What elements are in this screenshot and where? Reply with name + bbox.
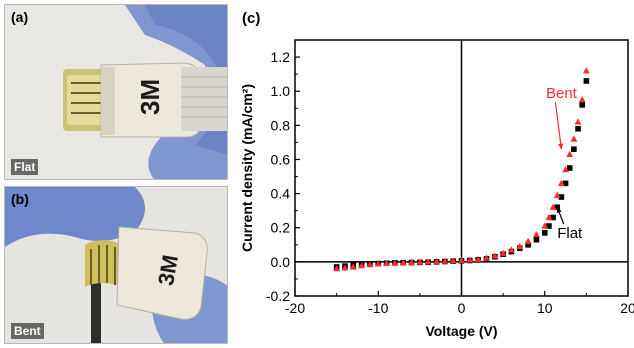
photo-bent-device: 3M (b) Bent [4,186,228,344]
panel-label-a: (a) [11,9,29,25]
data-point-bent [383,259,390,267]
y-tick-label: -0.2 [266,288,290,304]
data-point-flat [541,230,548,236]
photo-flat-device: 3M (a) Flat [4,4,228,180]
data-point-bent [566,150,574,157]
state-label-bent: Bent [11,323,44,339]
data-point-bent [574,118,582,125]
data-point-bent [358,262,365,269]
data-point-bent [399,259,407,266]
data-point-bent [366,260,374,268]
data-point-bent [499,249,507,256]
x-tick-label: -20 [285,300,305,316]
y-tick-label: 0.2 [271,220,291,236]
data-point-bent [516,242,524,250]
data-point-bent [533,230,540,238]
chart-marks [333,67,590,272]
data-point-bent [374,260,382,267]
annotation-arrowhead [558,143,564,150]
x-axis-label: Voltage (V) [425,323,497,339]
data-point-bent [558,179,565,186]
photo-logo-b: 3M [153,253,183,287]
data-point-flat [579,102,586,108]
data-point-bent [545,213,553,221]
data-point-bent [333,265,341,272]
data-point-bent [582,67,590,74]
jv-chart: Voltage (V) Current density (mA/cm²) -20… [239,39,634,339]
data-point-bent [549,203,557,210]
y-tick-label: 0.8 [271,117,291,133]
data-point-bent [474,255,482,262]
photo-logo-a: 3M [135,79,165,115]
data-point-flat [525,242,531,248]
data-point-flat [583,78,590,84]
data-point-bent [458,256,465,264]
y-tick-label: 1.0 [271,83,291,99]
state-label-flat: Flat [11,159,39,175]
y-tick-label: 0.4 [271,186,291,202]
data-point-bent [349,263,357,270]
data-point-bent [433,257,440,265]
data-point-bent [466,256,474,263]
x-tick-label: 10 [537,300,553,316]
data-point-bent [491,252,499,259]
annotation-arrowhead [556,207,562,214]
annotation-bent: Bent [546,85,578,102]
y-tick-label: 0.0 [271,254,291,270]
data-point-bent [449,257,457,264]
panel-label-c: (c) [242,10,261,27]
x-tick-label: 0 [458,300,466,316]
x-tick-label: 20 [620,300,634,316]
data-point-bent [416,258,424,265]
data-point-flat [533,236,540,243]
data-point-flat [558,194,565,200]
y-tick-label: 0.6 [271,151,291,167]
y-axis-label: Current density (mA/cm²) [239,84,255,252]
data-point-bent [541,222,549,229]
data-point-flat [571,146,577,153]
data-point-bent [483,254,490,261]
data-point-flat [575,125,581,132]
data-point-bent [341,264,349,271]
photo-flat-illustration: 3M [5,5,227,179]
data-point-bent [391,259,399,266]
data-point-bent [508,246,515,253]
panel-label-b: (b) [11,191,29,207]
data-point-bent [578,96,586,103]
x-tick-label: -10 [368,300,388,316]
data-point-bent [424,258,432,265]
chart-labels: Voltage (V) Current density (mA/cm²) -20… [239,49,634,339]
data-point-bent [562,166,569,173]
y-tick-label: 1.2 [271,49,291,65]
annotation-flat: Flat [557,225,583,242]
photo-bent-illustration: 3M [5,187,227,343]
data-point-flat [566,165,573,171]
data-point-bent [441,257,449,264]
data-point-bent [408,258,415,265]
data-point-bent [553,191,561,198]
data-point-flat [562,180,569,187]
data-point-flat [546,223,552,229]
data-point-bent [524,237,532,244]
data-point-bent [570,135,578,142]
annotation-arrow [554,101,562,150]
data-point-flat [550,214,556,221]
